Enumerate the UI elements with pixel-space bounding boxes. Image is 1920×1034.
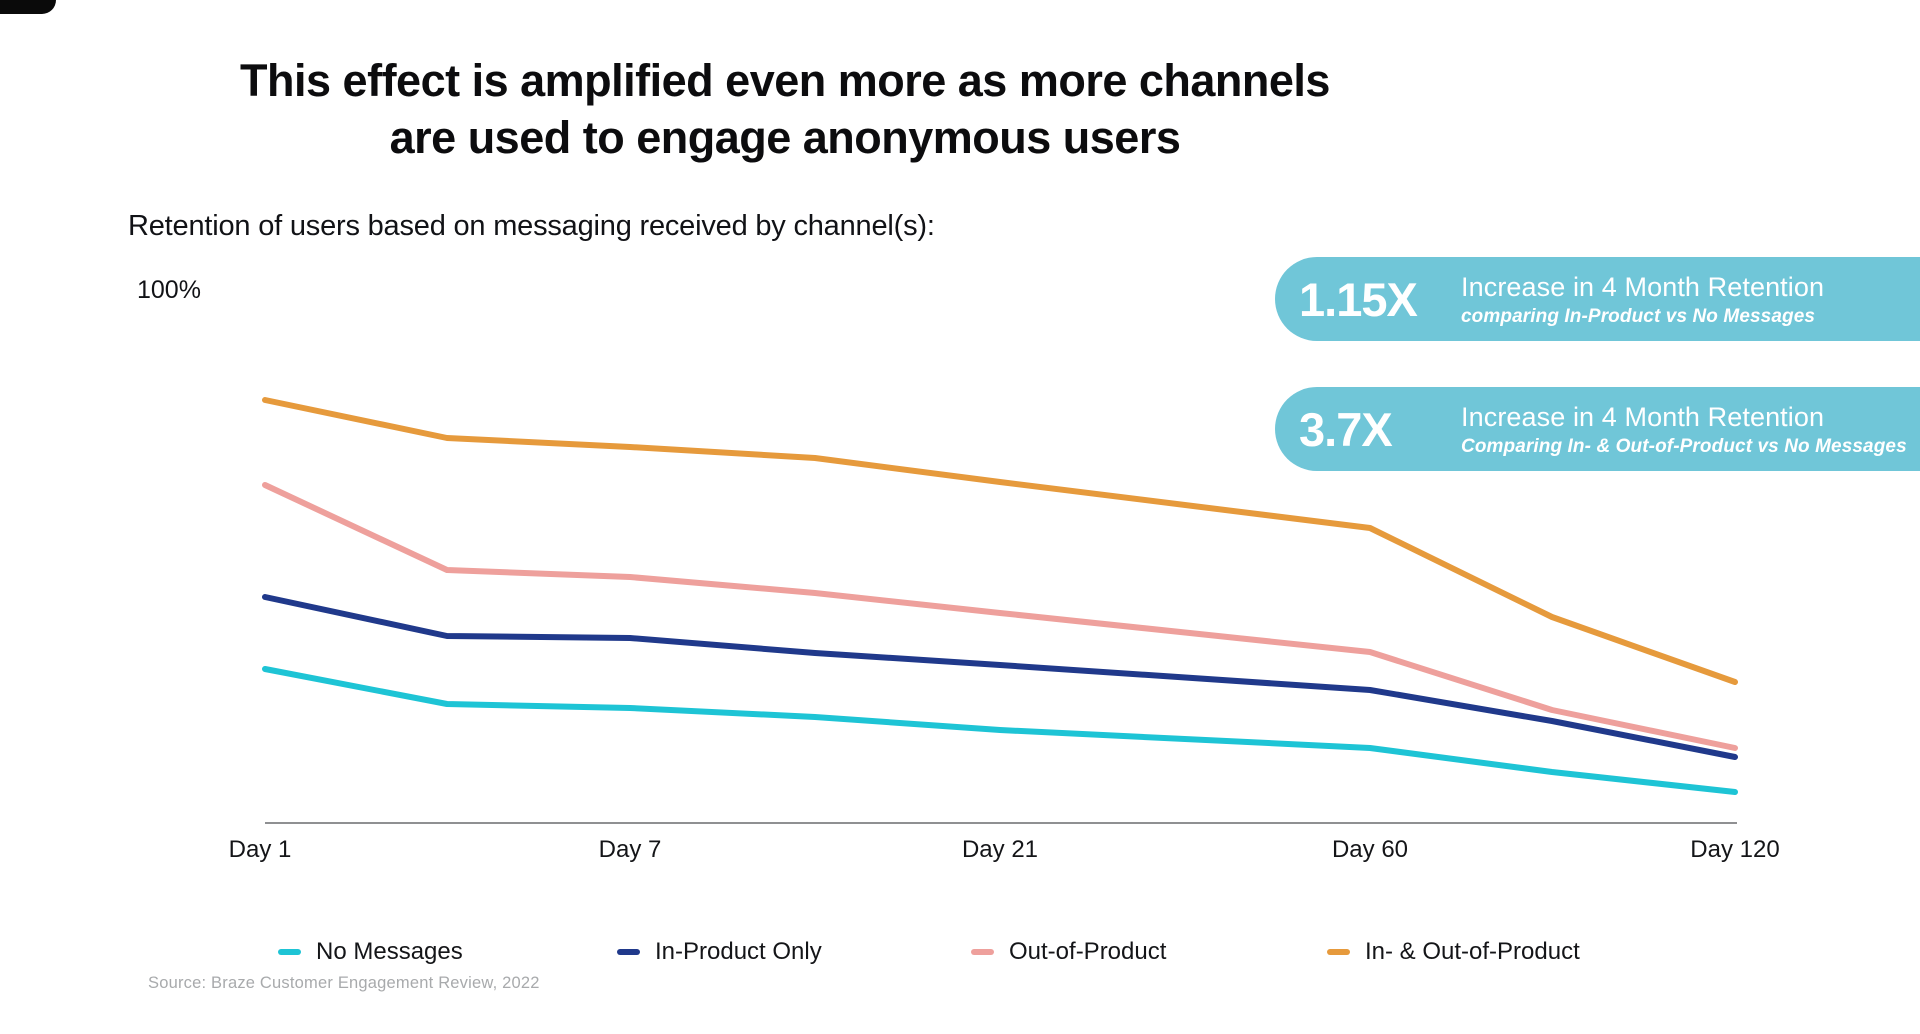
stat-detail: Comparing In- & Out-of-Product vs No Mes… [1461, 436, 1907, 457]
stat-heading: Increase in 4 Month Retention [1461, 272, 1825, 302]
page-title-line-1: This effect is amplified even more as mo… [240, 55, 1330, 106]
legend-label-no-messages: No Messages [316, 938, 463, 965]
series-line-out-of-product [262, 482, 1738, 751]
chart-subtitle: Retention of users based on messaging re… [128, 210, 935, 242]
legend-swatch-no-messages [278, 949, 301, 955]
y-axis-top-label: 100% [137, 276, 201, 304]
stat-badge-in-product: 1.15X Increase in 4 Month Retention comp… [1275, 257, 1920, 341]
x-tick-day-60: Day 60 [1331, 836, 1409, 863]
slide-corner-decoration [0, 0, 56, 14]
legend-item-in-and-out-of-product: In- & Out-of-Product [1327, 938, 1580, 966]
legend-swatch-in-product-only [617, 949, 640, 955]
stat-multiplier: 1.15X [1299, 272, 1418, 326]
stat-text: Increase in 4 Month Retention comparing … [1461, 270, 1824, 328]
stat-badge-in-and-out-of-product: 3.7X Increase in 4 Month Retention Compa… [1275, 387, 1920, 471]
legend-item-out-of-product: Out-of-Product [971, 938, 1166, 966]
x-tick-day-1: Day 1 [228, 836, 292, 863]
legend-item-no-messages: No Messages [278, 938, 463, 966]
legend-swatch-out-of-product [971, 949, 994, 955]
legend-label-in-and-out-of-product: In- & Out-of-Product [1365, 938, 1580, 965]
page-title: This effect is amplified even more as mo… [85, 52, 1485, 166]
legend-label-out-of-product: Out-of-Product [1009, 938, 1167, 965]
page-title-line-2: are used to engage anonymous users [389, 112, 1181, 163]
stat-detail: comparing In-Product vs No Messages [1461, 306, 1816, 327]
series-line-no-messages [262, 666, 1738, 795]
series-line-in-product-only [262, 594, 1738, 760]
legend-swatch-in-and-out-of-product [1327, 949, 1350, 955]
legend-label-in-product-only: In-Product Only [655, 938, 822, 965]
legend-item-in-product-only: In-Product Only [617, 938, 822, 966]
stat-text: Increase in 4 Month Retention Comparing … [1461, 400, 1907, 458]
x-tick-day-120: Day 120 [1690, 836, 1780, 863]
stat-multiplier: 3.7X [1299, 402, 1393, 456]
stat-heading: Increase in 4 Month Retention [1461, 402, 1825, 432]
x-tick-day-7: Day 7 [598, 836, 662, 863]
source-note: Source: Braze Customer Engagement Review… [148, 974, 540, 992]
x-tick-day-21: Day 21 [961, 836, 1039, 863]
